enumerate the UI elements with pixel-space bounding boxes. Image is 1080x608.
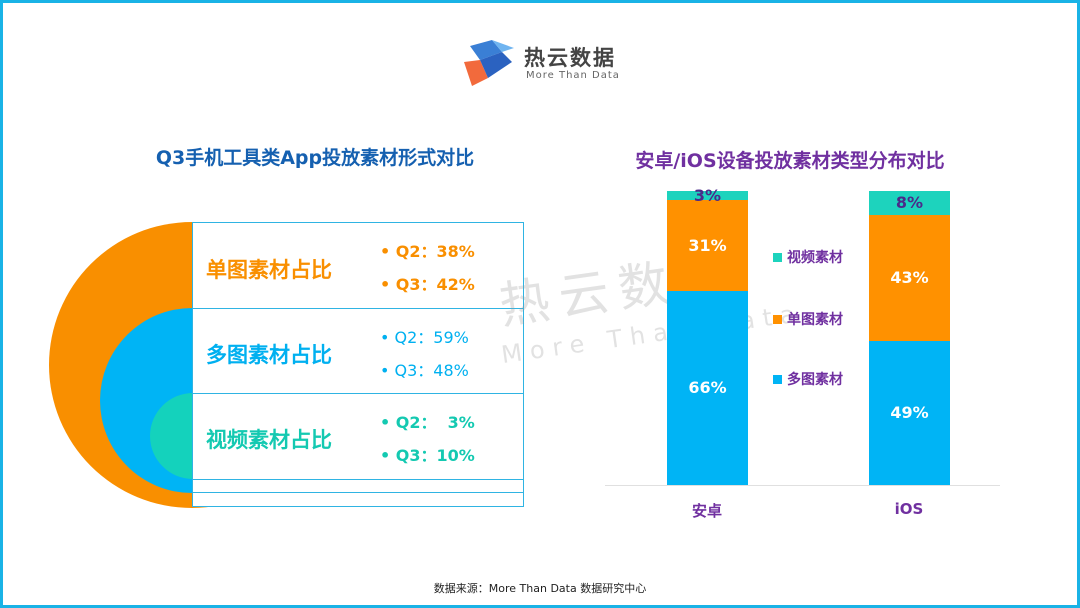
video-label: 视频素材占比 bbox=[206, 428, 332, 452]
baseline bbox=[605, 485, 1000, 486]
bar-segment-安卓-视频素材: 3% bbox=[667, 186, 748, 205]
legend-swatch bbox=[773, 252, 782, 262]
bar-segment-iOS-单图素材: 43% bbox=[869, 214, 950, 341]
video-q2: • Q2： 3% bbox=[380, 413, 475, 432]
table-row bbox=[192, 479, 524, 493]
logo-name: 热云数据 bbox=[524, 46, 616, 70]
data-label: 66% bbox=[688, 378, 727, 398]
data-label: 49% bbox=[890, 403, 929, 423]
x-label-android: 安卓 bbox=[691, 502, 722, 520]
single-q2: • Q2：38% bbox=[380, 242, 475, 261]
table-row bbox=[192, 393, 524, 480]
data-label: 3% bbox=[693, 185, 722, 205]
legend-swatch bbox=[773, 374, 782, 384]
table-row bbox=[192, 308, 524, 394]
legend-single: 单图素材 bbox=[773, 309, 843, 329]
bar-segment-iOS-多图素材: 49% bbox=[869, 340, 950, 485]
bar-segment-安卓-多图素材: 66% bbox=[667, 290, 748, 485]
x-label-ios: iOS bbox=[894, 500, 924, 518]
bar-segment-iOS-视频素材: 8% bbox=[869, 191, 950, 215]
multi-q3: • Q3：48% bbox=[380, 361, 469, 380]
bar-segment-安卓-单图素材: 31% bbox=[667, 199, 748, 291]
footer-source: 数据来源：More Than Data 数据研究中心 bbox=[433, 582, 647, 595]
legend-video: 视频素材 bbox=[773, 247, 843, 267]
logo-tagline: More Than Data bbox=[526, 70, 620, 81]
data-label: 31% bbox=[688, 235, 727, 255]
data-label: 43% bbox=[890, 268, 929, 288]
left-title: Q3手机工具类App投放素材形式对比 bbox=[155, 147, 475, 169]
chart-title: 安卓/iOS设备投放素材类型分布对比 bbox=[635, 150, 945, 172]
table-row bbox=[192, 222, 524, 309]
single-image-label: 单图素材占比 bbox=[206, 258, 332, 282]
table-row bbox=[192, 492, 524, 507]
video-q3: • Q3：10% bbox=[380, 446, 475, 465]
logo-icon bbox=[464, 40, 514, 86]
multi-q2: • Q2：59% bbox=[380, 328, 469, 347]
multi-image-label: 多图素材占比 bbox=[206, 343, 332, 367]
legend-multi: 多图素材 bbox=[773, 369, 843, 389]
legend-swatch bbox=[773, 314, 782, 324]
single-q3: • Q3：42% bbox=[380, 275, 475, 294]
data-label: 8% bbox=[895, 193, 924, 213]
